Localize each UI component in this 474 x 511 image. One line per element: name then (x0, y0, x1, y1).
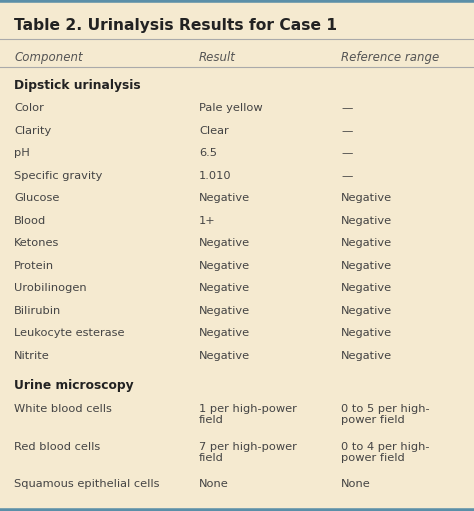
Text: Protein: Protein (14, 261, 55, 271)
Text: Negative: Negative (199, 238, 250, 248)
Text: Component: Component (14, 51, 83, 64)
Text: Negative: Negative (199, 328, 250, 338)
Text: Squamous epithelial cells: Squamous epithelial cells (14, 479, 160, 490)
Text: Negative: Negative (341, 306, 392, 316)
Text: Negative: Negative (199, 261, 250, 271)
Text: None: None (199, 479, 229, 490)
Text: 6.5: 6.5 (199, 148, 217, 158)
Text: Color: Color (14, 103, 44, 113)
Text: Table 2. Urinalysis Results for Case 1: Table 2. Urinalysis Results for Case 1 (14, 18, 337, 33)
Text: —: — (341, 103, 353, 113)
Text: Result: Result (199, 51, 236, 64)
Text: Reference range: Reference range (341, 51, 439, 64)
Text: Negative: Negative (341, 238, 392, 248)
Text: Negative: Negative (341, 193, 392, 203)
Text: White blood cells: White blood cells (14, 404, 112, 414)
Text: Pale yellow: Pale yellow (199, 103, 263, 113)
Text: Dipstick urinalysis: Dipstick urinalysis (14, 79, 141, 91)
Text: Blood: Blood (14, 216, 46, 226)
Text: —: — (341, 126, 353, 136)
Text: 1+: 1+ (199, 216, 216, 226)
Text: —: — (341, 148, 353, 158)
Text: Negative: Negative (341, 261, 392, 271)
Text: Negative: Negative (199, 283, 250, 293)
Text: 0 to 5 per high-
power field: 0 to 5 per high- power field (341, 404, 430, 425)
Text: Clear: Clear (199, 126, 229, 136)
Text: Bilirubin: Bilirubin (14, 306, 62, 316)
Text: Negative: Negative (199, 351, 250, 361)
Text: Negative: Negative (199, 193, 250, 203)
Text: Negative: Negative (341, 283, 392, 293)
Text: Negative: Negative (341, 351, 392, 361)
Text: 7 per high-power
field: 7 per high-power field (199, 442, 297, 463)
Text: 1 per high-power
field: 1 per high-power field (199, 404, 297, 425)
Text: pH: pH (14, 148, 30, 158)
Text: Red blood cells: Red blood cells (14, 442, 100, 452)
Text: —: — (341, 171, 353, 181)
Text: Leukocyte esterase: Leukocyte esterase (14, 328, 125, 338)
Text: Negative: Negative (199, 306, 250, 316)
Text: Negative: Negative (341, 328, 392, 338)
Text: Nitrite: Nitrite (14, 351, 50, 361)
Text: 0 to 4 per high-
power field: 0 to 4 per high- power field (341, 442, 430, 463)
Text: None: None (341, 479, 371, 490)
Text: Clarity: Clarity (14, 126, 52, 136)
Text: Urine microscopy: Urine microscopy (14, 379, 134, 392)
Text: Ketones: Ketones (14, 238, 60, 248)
Text: 1.010: 1.010 (199, 171, 232, 181)
Text: Negative: Negative (341, 216, 392, 226)
Text: Specific gravity: Specific gravity (14, 171, 102, 181)
Text: Glucose: Glucose (14, 193, 60, 203)
Text: Urobilinogen: Urobilinogen (14, 283, 87, 293)
